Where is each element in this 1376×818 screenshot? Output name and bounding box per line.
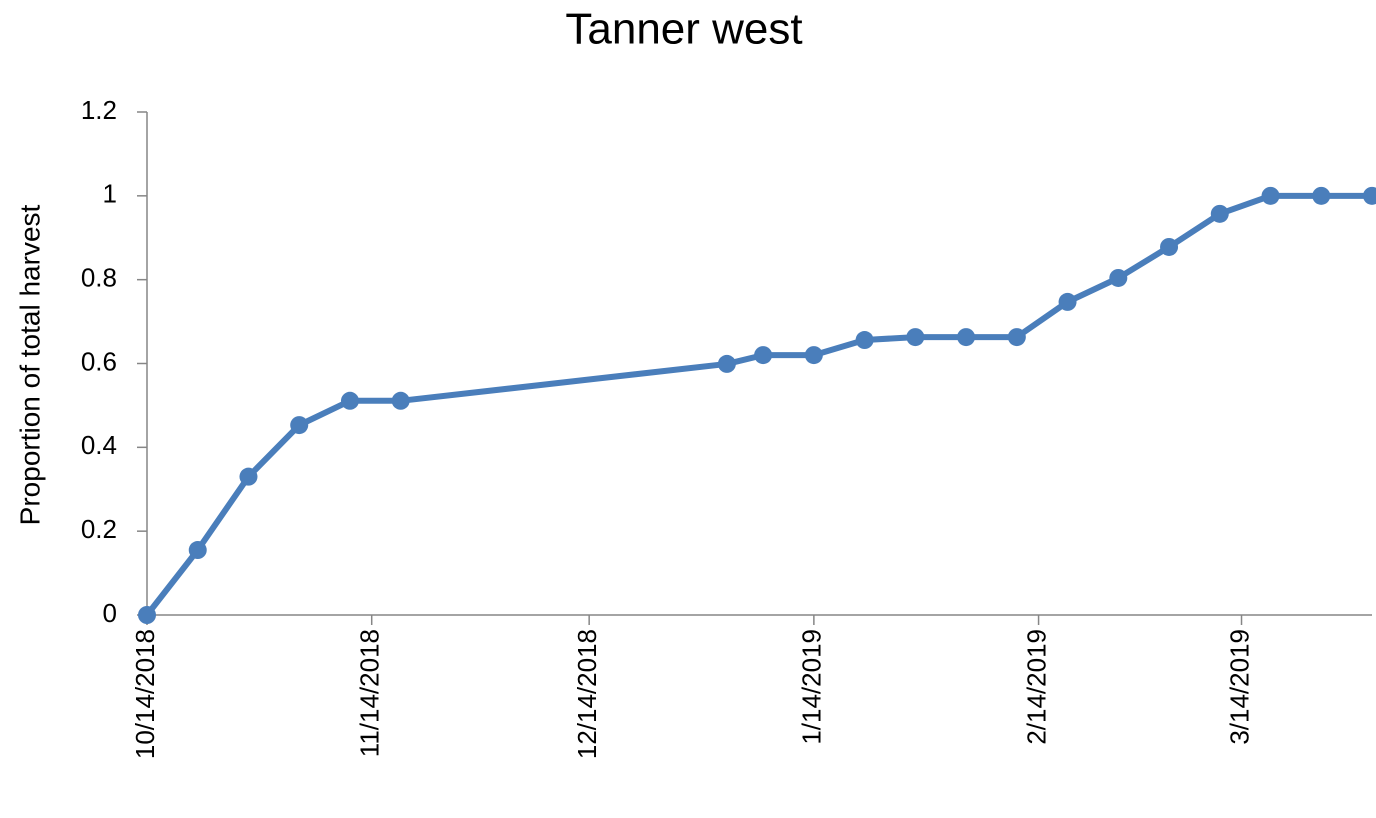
y-tick-label: 0.4 [81, 430, 117, 460]
data-point [1058, 292, 1077, 311]
data-point [1160, 237, 1179, 256]
data-point [1210, 204, 1229, 223]
y-tick-label: 1 [103, 179, 117, 209]
x-tick-label: 1/14/2019 [797, 629, 827, 745]
data-point [188, 541, 207, 560]
data-point [138, 606, 156, 624]
data-point [239, 467, 258, 486]
data-point [906, 328, 925, 347]
data-point [804, 346, 823, 365]
series-line [144, 192, 1372, 617]
y-axis-label: Proportion of total harvest [14, 204, 45, 525]
data-point [1312, 186, 1331, 205]
data-point [290, 416, 309, 435]
y-tick-label: 0 [103, 598, 117, 628]
x-tick-label: 12/14/2018 [572, 629, 602, 759]
data-point [754, 346, 773, 365]
y-tick-label: 0.6 [81, 346, 117, 376]
y-tick-label: 1.2 [81, 95, 117, 125]
x-tick-label: 10/14/2018 [130, 629, 160, 759]
data-point [1109, 268, 1128, 287]
data-point [855, 331, 874, 350]
data-point [1007, 328, 1026, 347]
x-tick-label: 11/14/2018 [355, 629, 385, 757]
data-point [957, 328, 976, 347]
y-tick-label: 0.2 [81, 514, 117, 544]
x-tick-label: 3/14/2019 [1224, 629, 1254, 745]
y-tick-label: 0.8 [81, 263, 117, 293]
data-point [391, 391, 410, 410]
data-point [1363, 186, 1376, 205]
data-point [717, 354, 736, 373]
data-point [340, 391, 359, 410]
chart-title: Tanner west [565, 5, 802, 54]
x-tick-label: 2/14/2019 [1021, 629, 1051, 745]
data-point [1261, 186, 1280, 205]
